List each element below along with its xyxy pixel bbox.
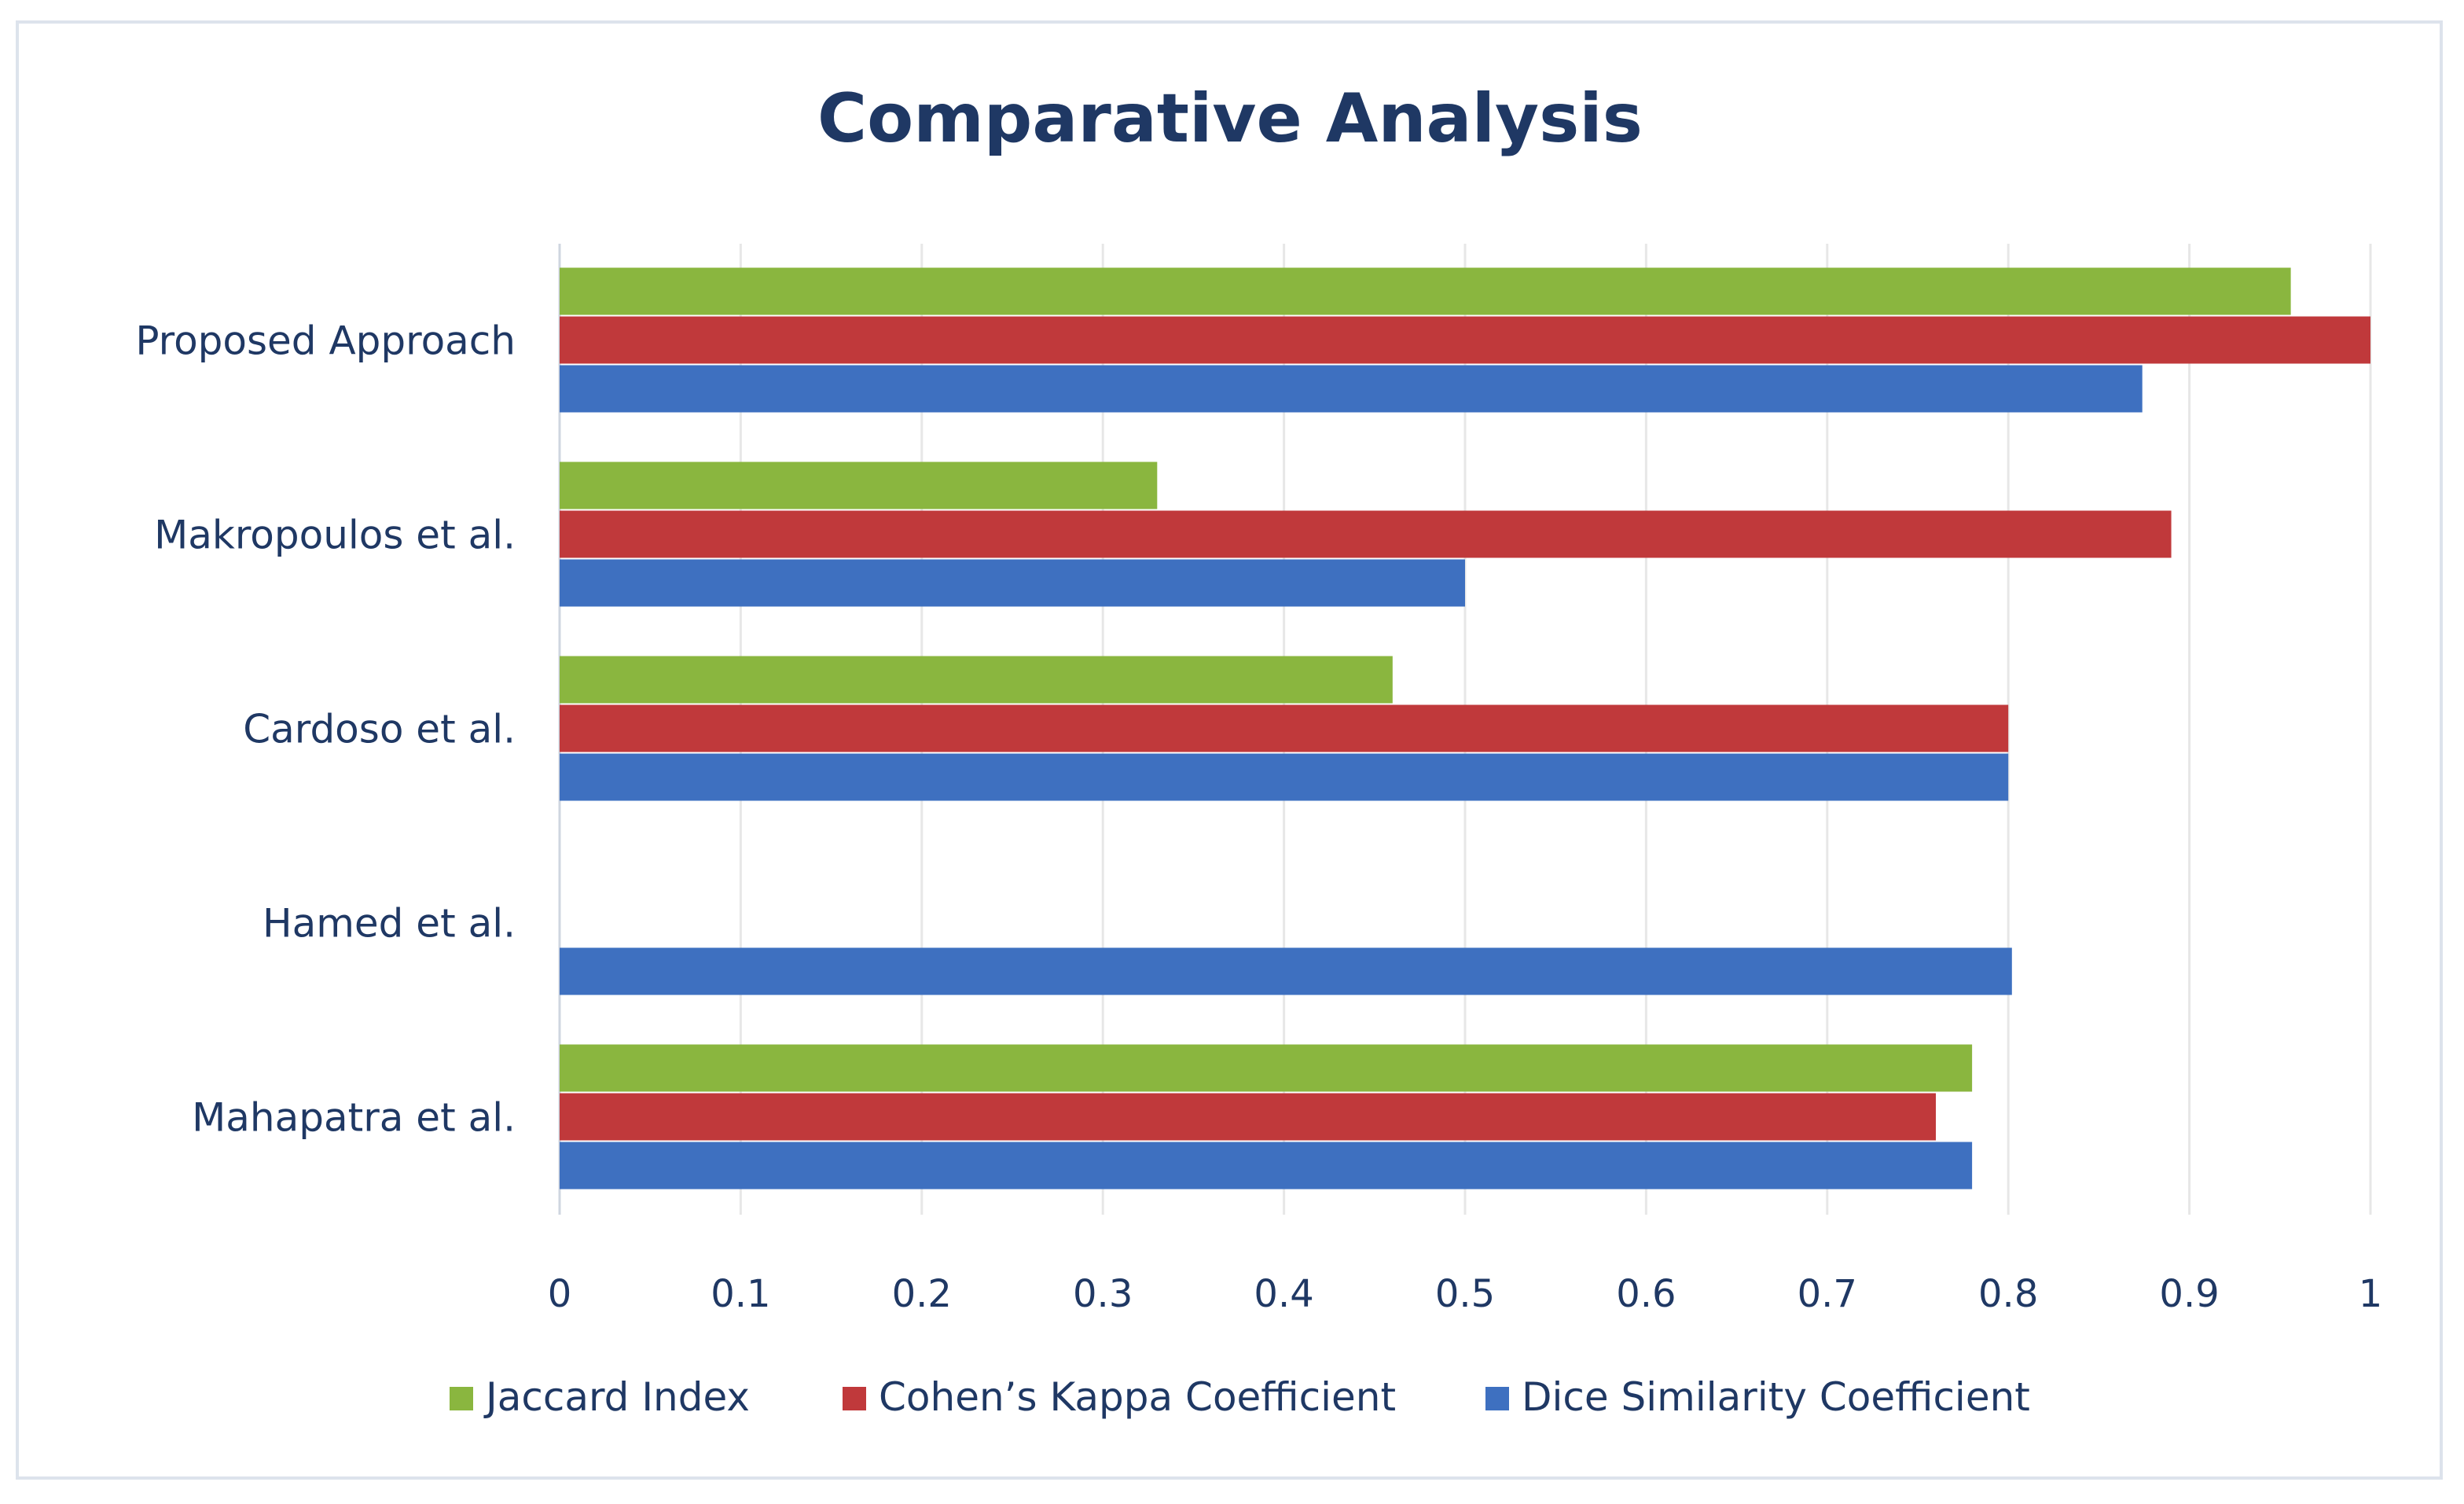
category-labels: Proposed Approach Makropoulos et al. Cardo… xyxy=(135,318,516,1141)
x-tick-labels: 0 0.1 0.2 0.3 0.4 0.5 0.6 0.7 0.8 0.9 1 xyxy=(548,1272,2383,1316)
bar xyxy=(560,316,2370,364)
bar xyxy=(560,267,2291,315)
bar xyxy=(560,1093,1937,1141)
x-tick-label: 0.9 xyxy=(2159,1272,2219,1316)
bar xyxy=(560,947,2012,995)
bar xyxy=(560,365,2143,413)
bar xyxy=(560,1044,1973,1092)
legend-label: Jaccard Index xyxy=(483,1374,750,1420)
x-tick-label: 0.2 xyxy=(892,1272,952,1316)
legend-swatch xyxy=(843,1387,866,1410)
legend-label: Cohen’s Kappa Coefficient xyxy=(879,1374,1396,1420)
x-tick-label: 0.5 xyxy=(1435,1272,1495,1316)
bar xyxy=(560,656,1393,704)
x-tick-label: 1 xyxy=(2359,1272,2383,1316)
x-tick-label: 0.8 xyxy=(1978,1272,2038,1316)
category-label: Mahapatra et al. xyxy=(192,1095,516,1141)
x-tick-label: 0.1 xyxy=(711,1272,770,1316)
category-label: Hamed et al. xyxy=(263,901,516,947)
bar xyxy=(560,1142,1973,1190)
category-label: Cardoso et al. xyxy=(243,707,516,752)
x-tick-label: 0.4 xyxy=(1254,1272,1313,1316)
bar xyxy=(560,461,1158,509)
x-tick-label: 0.3 xyxy=(1073,1272,1133,1316)
bar xyxy=(560,510,2172,558)
category-label: Proposed Approach xyxy=(135,318,516,364)
bar xyxy=(560,753,2009,801)
x-tick-label: 0.7 xyxy=(1798,1272,1857,1316)
legend-label: Dice Similarity Coefficient xyxy=(1522,1374,2030,1420)
x-tick-label: 0 xyxy=(548,1272,572,1316)
bar xyxy=(560,704,2009,752)
legend: Jaccard Index Cohen’s Kappa Coefficient Di… xyxy=(450,1374,2030,1420)
category-label: Makropoulos et al. xyxy=(154,513,516,558)
bar xyxy=(560,559,1465,607)
bars xyxy=(560,267,2370,1190)
legend-swatch xyxy=(450,1387,473,1410)
chart-title: Comparative Analysis xyxy=(817,79,1643,158)
legend-swatch xyxy=(1485,1387,1509,1410)
x-tick-label: 0.6 xyxy=(1616,1272,1676,1316)
